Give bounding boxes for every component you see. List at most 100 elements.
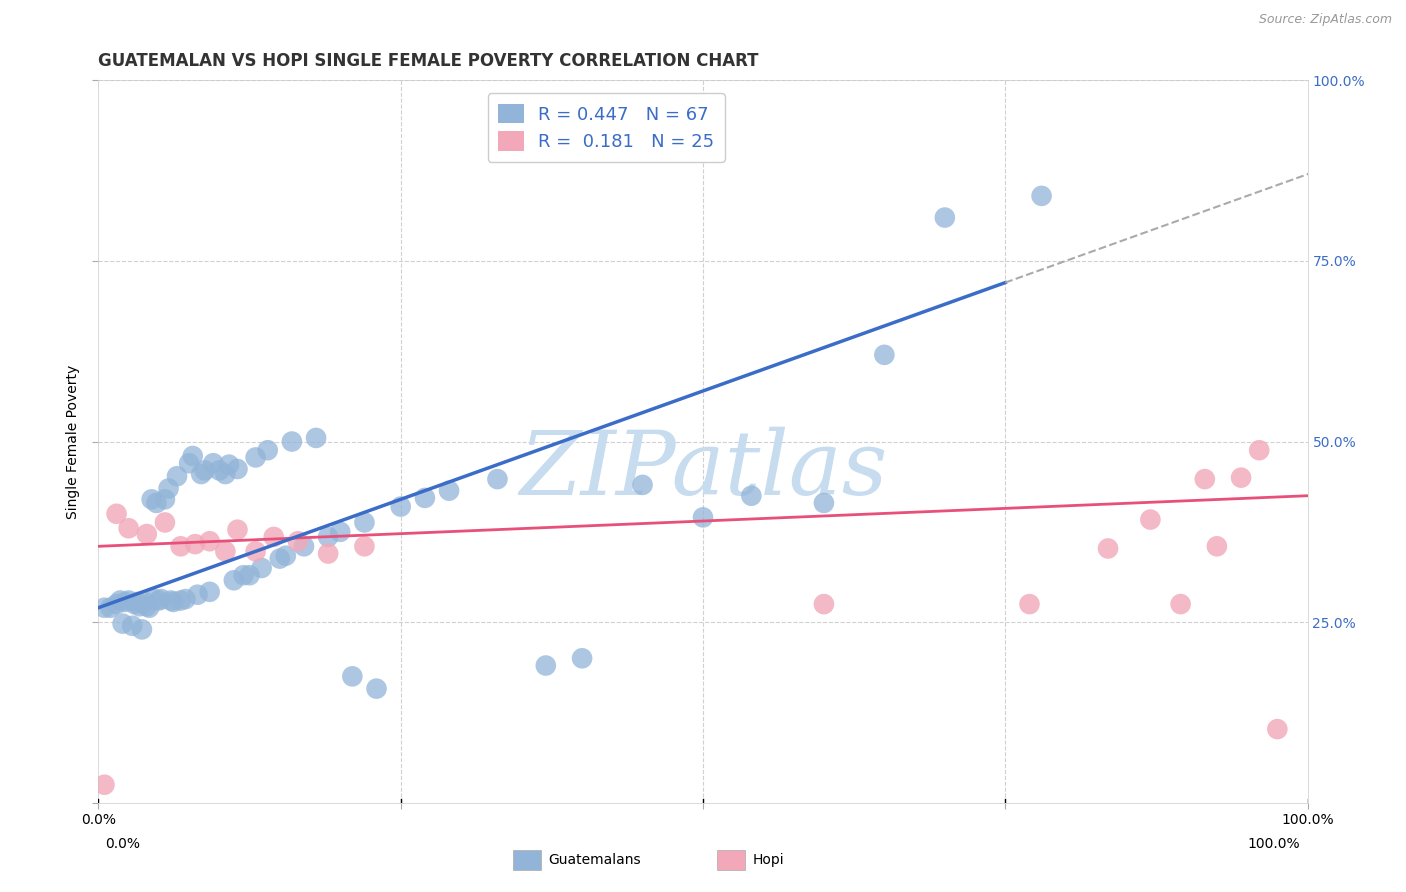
Point (226, 462, 249, 476)
Text: 0.0%: 0.0% (105, 837, 141, 851)
Point (166, 469, 188, 483)
Point (153, 516, 176, 530)
Point (93, 778, 115, 792)
Point (148, 593, 170, 607)
Point (108, 593, 131, 607)
Point (281, 434, 304, 449)
Point (127, 595, 149, 609)
Legend: R = 0.447   N = 67, R =  0.181   N = 25: R = 0.447 N = 67, R = 0.181 N = 25 (488, 93, 725, 161)
Point (631, 478, 654, 492)
Point (1267, 722, 1289, 736)
Text: Guatemalans: Guatemalans (548, 853, 641, 867)
Point (316, 547, 339, 561)
Point (239, 568, 262, 582)
Point (179, 456, 201, 470)
Point (353, 539, 375, 553)
Point (187, 588, 209, 602)
Point (413, 491, 436, 505)
Point (218, 458, 240, 472)
Point (437, 483, 460, 498)
Point (534, 658, 557, 673)
Point (222, 574, 245, 588)
Text: 100.0%: 100.0% (1249, 837, 1301, 851)
Point (162, 595, 184, 609)
Point (121, 619, 143, 633)
Point (316, 530, 339, 544)
Point (114, 595, 136, 609)
Point (274, 549, 297, 563)
Point (287, 534, 309, 549)
Point (105, 597, 128, 611)
Point (198, 584, 221, 599)
Point (232, 568, 254, 582)
Point (813, 597, 835, 611)
Point (1097, 541, 1119, 556)
Point (366, 681, 388, 696)
Point (813, 496, 835, 510)
Point (1031, 189, 1053, 203)
Point (342, 669, 364, 683)
Point (138, 600, 160, 615)
Point (245, 450, 267, 465)
Point (269, 551, 291, 566)
Point (143, 592, 166, 607)
Point (202, 456, 225, 470)
Text: Hopi: Hopi (752, 853, 783, 867)
Point (169, 593, 191, 607)
Text: GUATEMALAN VS HOPI SINGLE FEMALE POVERTY CORRELATION CHART: GUATEMALAN VS HOPI SINGLE FEMALE POVERTY… (98, 53, 759, 70)
Point (174, 592, 197, 607)
Point (181, 449, 204, 463)
Point (135, 527, 157, 541)
Point (118, 593, 141, 607)
Point (190, 467, 212, 481)
Point (194, 463, 217, 477)
Point (214, 544, 236, 558)
Point (135, 599, 157, 614)
Point (145, 496, 167, 510)
Point (873, 348, 896, 362)
Point (740, 489, 762, 503)
Point (141, 492, 163, 507)
Point (134, 595, 156, 609)
Point (389, 500, 412, 514)
Point (128, 599, 150, 614)
Point (250, 561, 273, 575)
Point (329, 524, 352, 539)
Point (305, 431, 328, 445)
Point (208, 463, 231, 477)
Point (571, 651, 593, 665)
Point (118, 521, 141, 535)
Point (131, 623, 153, 637)
Point (153, 492, 176, 507)
Point (111, 616, 134, 631)
Point (245, 544, 267, 558)
Point (263, 530, 285, 544)
Point (1018, 597, 1040, 611)
Point (150, 592, 173, 607)
Point (1139, 512, 1161, 526)
Point (353, 516, 375, 530)
Point (1206, 539, 1229, 553)
Point (169, 539, 191, 553)
Point (1249, 443, 1271, 458)
Point (1170, 597, 1192, 611)
Point (226, 523, 249, 537)
Y-axis label: Single Female Poverty: Single Female Poverty (66, 365, 80, 518)
Text: ZIPatlas: ZIPatlas (519, 427, 887, 514)
Point (160, 593, 183, 607)
Point (100, 600, 122, 615)
Point (105, 507, 128, 521)
Point (214, 467, 236, 481)
Point (198, 534, 221, 549)
Point (256, 443, 278, 458)
Point (1194, 472, 1216, 486)
Point (292, 539, 315, 553)
Point (93, 600, 115, 615)
Point (934, 211, 956, 225)
Point (157, 482, 180, 496)
Point (486, 472, 509, 486)
Point (692, 510, 714, 524)
Point (1230, 470, 1253, 484)
Point (124, 597, 146, 611)
Text: Source: ZipAtlas.com: Source: ZipAtlas.com (1258, 13, 1392, 27)
